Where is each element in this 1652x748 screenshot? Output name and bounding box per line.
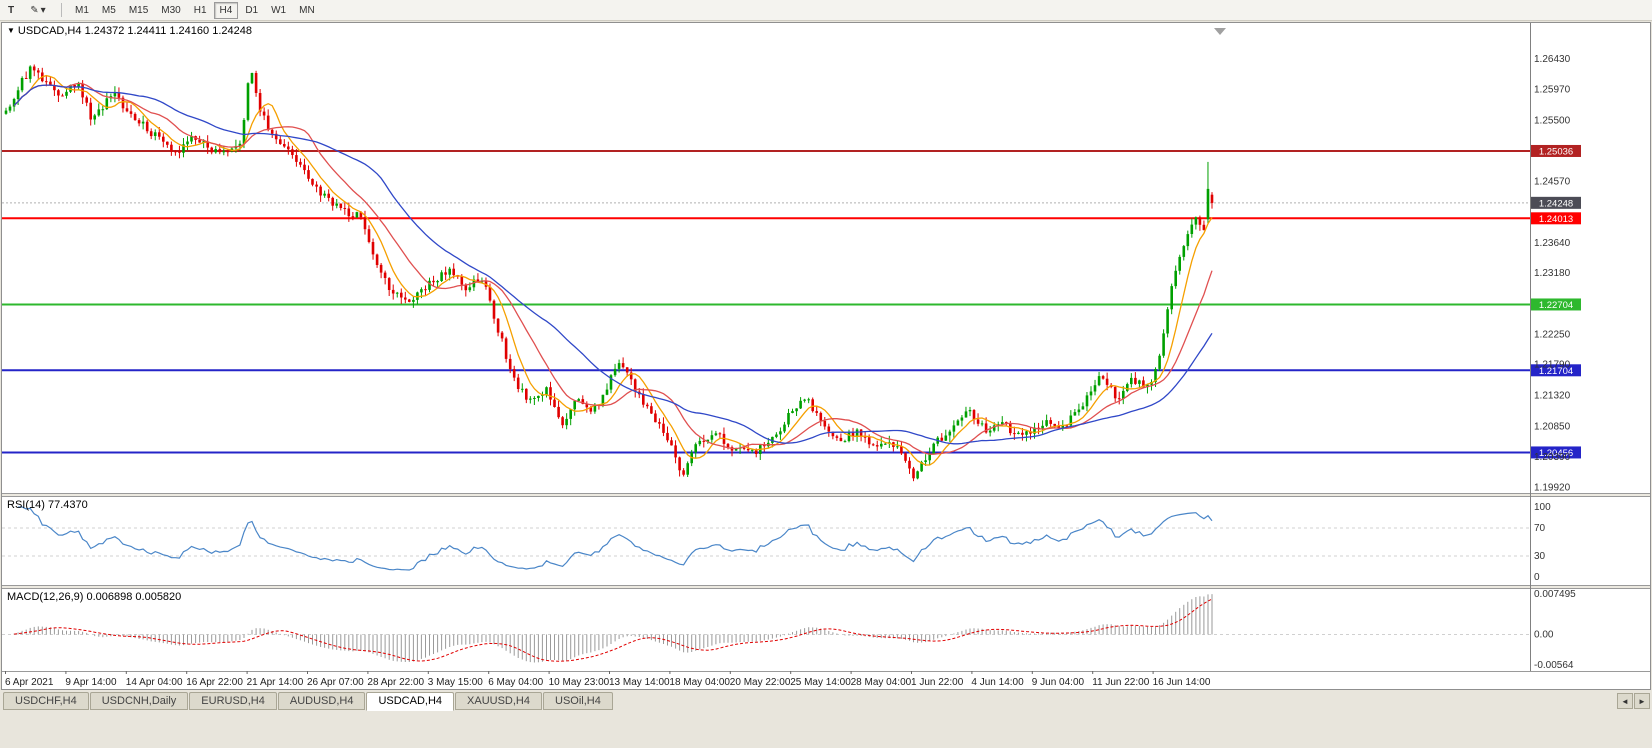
timeframe-h4[interactable]: H4 bbox=[213, 1, 239, 19]
pane-separator[interactable] bbox=[2, 585, 1650, 589]
svg-text:100: 100 bbox=[1534, 502, 1551, 513]
svg-text:1.20390: 1.20390 bbox=[1534, 452, 1571, 463]
tab-usdcad-h4[interactable]: USDCAD,H4 bbox=[366, 692, 455, 711]
draw-tool-button[interactable]: ✎ ▾ bbox=[22, 2, 54, 19]
current-price-line: 1.24248 bbox=[2, 196, 1581, 209]
svg-text:1.26430: 1.26430 bbox=[1534, 54, 1571, 65]
svg-text:1.25970: 1.25970 bbox=[1534, 84, 1571, 95]
tab-audusd-h4[interactable]: AUDUSD,H4 bbox=[277, 692, 366, 710]
svg-text:26 Apr 07:00: 26 Apr 07:00 bbox=[307, 677, 364, 688]
tab-usoil-h4[interactable]: USOil,H4 bbox=[543, 692, 613, 710]
horizontal-line-1.21704[interactable]: 1.21704 bbox=[2, 364, 1581, 377]
svg-text:1.21790: 1.21790 bbox=[1534, 360, 1571, 371]
chart-shift-marker[interactable] bbox=[1214, 28, 1226, 35]
svg-text:-0.00564: -0.00564 bbox=[1534, 660, 1574, 671]
svg-text:1.20456: 1.20456 bbox=[1539, 448, 1573, 459]
svg-text:21 Apr 14:00: 21 Apr 14:00 bbox=[247, 677, 304, 688]
horizontal-line-1.25036[interactable]: 1.25036 bbox=[2, 144, 1581, 158]
macd-histogram bbox=[13, 594, 1213, 663]
pane-separator[interactable] bbox=[2, 493, 1650, 497]
svg-text:28 Apr 22:00: 28 Apr 22:00 bbox=[367, 677, 424, 688]
chevron-down-icon: ▾ bbox=[40, 4, 46, 16]
rsi-axis[interactable]: 100 70 30 0 bbox=[1534, 502, 1551, 583]
svg-text:1.25500: 1.25500 bbox=[1534, 115, 1571, 126]
tab-xauusd-h4[interactable]: XAUUSD,H4 bbox=[455, 692, 542, 710]
timeframe-m5[interactable]: M5 bbox=[96, 2, 122, 19]
svg-text:1.20850: 1.20850 bbox=[1534, 422, 1571, 433]
svg-text:1.22704: 1.22704 bbox=[1539, 300, 1573, 311]
tab-scroll-left-button[interactable]: ◄ bbox=[1617, 693, 1633, 709]
svg-text:1.21320: 1.21320 bbox=[1534, 391, 1571, 402]
price-axis[interactable]: 1.26430 1.25970 1.25500 1.24570 1.23640 1.231… bbox=[1534, 54, 1571, 494]
svg-text:3 May 15:00: 3 May 15:00 bbox=[428, 677, 483, 688]
timeframe-group: M1 M5 M15 M30 H1 H4 D1 W1 MN bbox=[69, 1, 321, 19]
svg-text:6 Apr 2021: 6 Apr 2021 bbox=[5, 677, 54, 688]
timeframe-mn[interactable]: MN bbox=[293, 2, 321, 19]
svg-text:70: 70 bbox=[1534, 523, 1546, 534]
horizontal-line-1.22704[interactable]: 1.22704 bbox=[2, 298, 1581, 311]
svg-text:10 May 23:00: 10 May 23:00 bbox=[549, 677, 610, 688]
svg-text:1.24013: 1.24013 bbox=[1539, 214, 1573, 225]
timeframe-h1[interactable]: H1 bbox=[188, 2, 213, 19]
svg-text:0.007495: 0.007495 bbox=[1534, 589, 1576, 600]
svg-text:1.23640: 1.23640 bbox=[1534, 238, 1571, 249]
svg-text:13 May 14:00: 13 May 14:00 bbox=[609, 677, 670, 688]
svg-text:1.21704: 1.21704 bbox=[1539, 366, 1573, 377]
rsi-line bbox=[18, 506, 1213, 571]
tab-usdchf-h4[interactable]: USDCHF,H4 bbox=[3, 692, 89, 710]
svg-text:25 May 14:00: 25 May 14:00 bbox=[790, 677, 851, 688]
svg-text:1.23180: 1.23180 bbox=[1534, 268, 1571, 279]
tab-eurusd-h4[interactable]: EURUSD,H4 bbox=[189, 692, 277, 710]
svg-text:16 Apr 22:00: 16 Apr 22:00 bbox=[186, 677, 243, 688]
svg-text:1.22250: 1.22250 bbox=[1534, 329, 1571, 340]
horizontal-line-1.24013[interactable]: 1.24013 bbox=[2, 212, 1581, 225]
timeframe-d1[interactable]: D1 bbox=[239, 2, 264, 19]
svg-text:1 Jun 22:00: 1 Jun 22:00 bbox=[911, 677, 964, 688]
svg-text:6 May 04:00: 6 May 04:00 bbox=[488, 677, 543, 688]
chart-tab-bar: USDCHF,H4 USDCNH,Daily EURUSD,H4 AUDUSD,H4 U… bbox=[0, 692, 1652, 712]
tab-scroll-buttons: ◄ ► bbox=[1617, 693, 1650, 709]
timeframe-m30[interactable]: M30 bbox=[155, 2, 186, 19]
svg-text:18 May 04:00: 18 May 04:00 bbox=[669, 677, 730, 688]
svg-text:11 Jun 22:00: 11 Jun 22:00 bbox=[1092, 677, 1150, 688]
svg-text:1.24248: 1.24248 bbox=[1539, 198, 1573, 209]
svg-text:1.24570: 1.24570 bbox=[1534, 177, 1571, 188]
svg-text:9 Apr 14:00: 9 Apr 14:00 bbox=[65, 677, 117, 688]
chart-canvas[interactable]: 1.25036 1.24013 1.22704 1.21704 1.20456 1.242… bbox=[2, 23, 1650, 689]
tab-list: USDCHF,H4 USDCNH,Daily EURUSD,H4 AUDUSD,H4 U… bbox=[3, 692, 614, 711]
toolbar: T ✎ ▾ M1 M5 M15 M30 H1 H4 D1 W1 MN bbox=[0, 0, 1652, 21]
svg-text:16 Jun 14:00: 16 Jun 14:00 bbox=[1153, 677, 1211, 688]
timeframe-w1[interactable]: W1 bbox=[265, 2, 292, 19]
moving-average-34 bbox=[13, 84, 1213, 445]
svg-text:4 Jun 14:00: 4 Jun 14:00 bbox=[971, 677, 1024, 688]
svg-text:0.00: 0.00 bbox=[1534, 630, 1554, 641]
svg-text:9 Jun 04:00: 9 Jun 04:00 bbox=[1032, 677, 1085, 688]
timeframe-m15[interactable]: M15 bbox=[123, 2, 154, 19]
time-axis[interactable]: 6 Apr 2021 9 Apr 14:00 14 Apr 04:00 16 Apr … bbox=[5, 671, 1211, 688]
timeframe-m1[interactable]: M1 bbox=[69, 2, 95, 19]
tab-usdcnh-daily[interactable]: USDCNH,Daily bbox=[89, 692, 189, 710]
svg-text:28 May 04:00: 28 May 04:00 bbox=[851, 677, 912, 688]
svg-text:1.19920: 1.19920 bbox=[1534, 483, 1571, 494]
toolbar-t-button[interactable]: T bbox=[2, 2, 20, 19]
horizontal-line-1.20456[interactable]: 1.20456 bbox=[2, 446, 1581, 459]
moving-average-16 bbox=[13, 82, 1213, 455]
svg-text:30: 30 bbox=[1534, 551, 1546, 562]
pencil-icon: ✎ bbox=[30, 4, 39, 16]
macd-axis[interactable]: 0.007495 0.00 -0.00564 bbox=[1534, 589, 1576, 671]
chart-window: 1.25036 1.24013 1.22704 1.21704 1.20456 1.242… bbox=[1, 22, 1651, 690]
toolbar-separator bbox=[61, 3, 62, 17]
tab-scroll-right-button[interactable]: ► bbox=[1634, 693, 1650, 709]
svg-text:1.25036: 1.25036 bbox=[1539, 146, 1573, 157]
macd-signal-line bbox=[14, 598, 1213, 662]
svg-text:20 May 22:00: 20 May 22:00 bbox=[730, 677, 791, 688]
svg-text:0: 0 bbox=[1534, 572, 1540, 583]
svg-text:14 Apr 04:00: 14 Apr 04:00 bbox=[126, 677, 183, 688]
